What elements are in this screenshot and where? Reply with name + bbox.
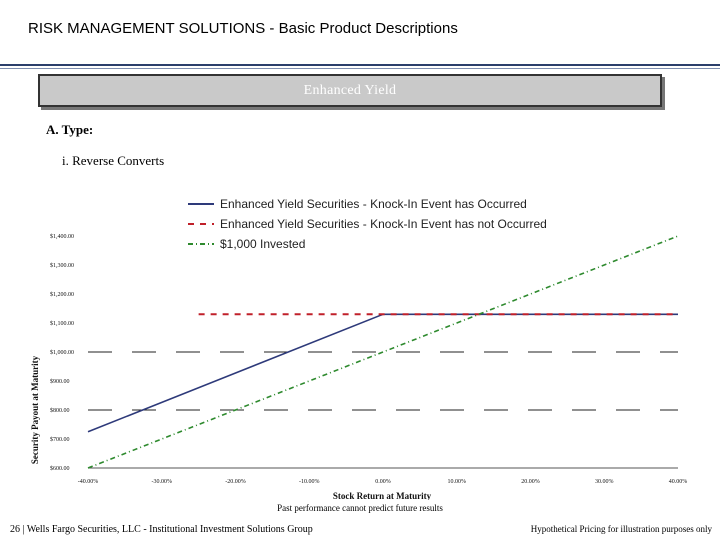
disclaimer-text: Past performance cannot predict future r… [277, 503, 443, 513]
series-line-1 [87, 313, 678, 433]
x-tick-label: 20.00% [521, 479, 540, 485]
chart-legend: Enhanced Yield Securities - Knock-In Eve… [188, 197, 547, 251]
footer-source: 26 | Wells Fargo Securities, LLC - Insti… [10, 524, 313, 535]
x-tick-labels: -40.00% -30.00% -20.00% -10.00% 0.00% 10.00% 2… [78, 479, 688, 485]
legend-label-1: Enhanced Yield Securities - Knock-In Eve… [220, 197, 527, 211]
footer-note: Hypothetical Pricing for illustration pu… [530, 524, 712, 534]
y-tick-label: $1,000.00 [50, 349, 74, 356]
y-tick-label: $800.00 [50, 407, 70, 414]
y-axis-title: Security Payout at Maturity [30, 355, 40, 464]
x-tick-label: -10.00% [299, 479, 320, 485]
x-tick-label: -20.00% [225, 479, 246, 485]
banner-label: Enhanced Yield [303, 82, 397, 98]
y-tick-label: $700.00 [50, 436, 70, 443]
header-rule [0, 64, 720, 66]
legend-label-3: $1,000 Invested [220, 237, 305, 251]
y-tick-label: $1,400.00 [50, 233, 74, 240]
y-tick-label: $600.00 [50, 465, 70, 472]
x-tick-label: 0.00% [375, 479, 391, 485]
y-tick-labels: $600.00 $700.00 $800.00 $900.00 $1,000.00 $1,… [50, 233, 74, 472]
chart-grid [88, 351, 678, 411]
x-tick-label: 30.00% [595, 479, 614, 485]
series-line-3 [87, 235, 679, 469]
payout-chart: Enhanced Yield Securities - Knock-In Eve… [30, 197, 688, 500]
y-tick-label: $1,300.00 [50, 262, 74, 269]
y-tick-label: $1,100.00 [50, 320, 74, 327]
x-tick-label: 40.00% [669, 479, 688, 485]
section-banner: Enhanced Yield [38, 74, 662, 107]
section-heading: A. Type: [46, 122, 94, 137]
page-title: RISK MANAGEMENT SOLUTIONS - Basic Produc… [28, 20, 458, 37]
y-tick-label: $900.00 [50, 378, 70, 385]
header-rule-thin [0, 68, 720, 69]
x-axis-title: Stock Return at Maturity [333, 491, 432, 500]
chart-series [87, 235, 679, 469]
x-tick-label: -40.00% [78, 479, 99, 485]
x-tick-label: 10.00% [448, 479, 467, 485]
legend-label-2: Enhanced Yield Securities - Knock-In Eve… [220, 217, 547, 231]
y-tick-label: $1,200.00 [50, 291, 74, 298]
x-tick-label: -30.00% [152, 479, 173, 485]
section-subheading: i. Reverse Converts [62, 153, 165, 168]
